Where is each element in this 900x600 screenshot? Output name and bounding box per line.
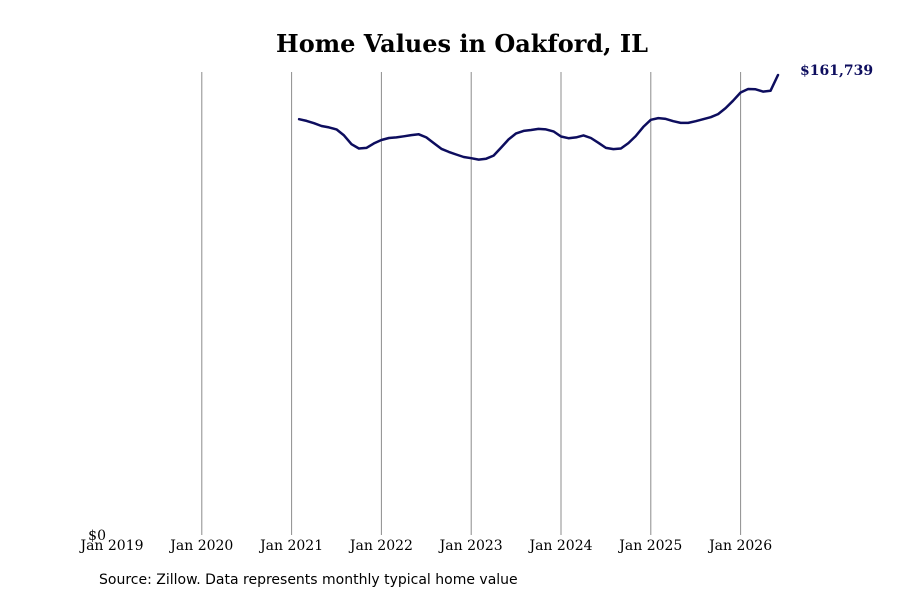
x-tick-label-2021: Jan 2021 xyxy=(258,538,323,554)
x-tick-label-2024: Jan 2024 xyxy=(527,538,592,554)
x-tick-label-2025: Jan 2025 xyxy=(617,538,682,554)
series-line xyxy=(297,73,780,161)
x-tick-label-2026: Jan 2026 xyxy=(707,538,772,554)
x-axis-tick-labels: Jan 2019 Jan 2020 Jan 2021 Jan 2022 Jan 2023… xyxy=(78,538,772,554)
gridlines xyxy=(201,72,742,535)
y-axis-tick-label: $0 xyxy=(88,528,106,544)
x-tick-label-2023: Jan 2023 xyxy=(438,538,503,554)
x-tick-label-2019: Jan 2019 xyxy=(78,538,143,554)
end-value-label: $161,739 xyxy=(800,63,873,79)
chart-title: Home Values in Oakford, IL xyxy=(276,29,648,58)
x-tick-label-2020: Jan 2020 xyxy=(168,538,233,554)
x-tick-label-2022: Jan 2022 xyxy=(348,538,413,554)
source-note: Source: Zillow. Data represents monthly … xyxy=(99,572,518,588)
